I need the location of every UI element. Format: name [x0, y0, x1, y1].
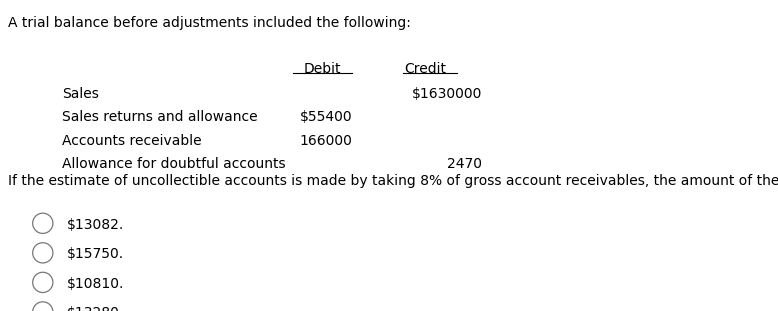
Text: Allowance for doubtful accounts: Allowance for doubtful accounts [62, 157, 286, 171]
Text: $1630000: $1630000 [412, 87, 482, 101]
Text: $13280.: $13280. [67, 306, 124, 311]
Text: Sales: Sales [62, 87, 99, 101]
Text: Credit: Credit [405, 62, 447, 76]
Text: Debit: Debit [304, 62, 342, 76]
Text: $10810.: $10810. [67, 277, 124, 291]
Text: $55400: $55400 [300, 110, 352, 124]
Text: Accounts receivable: Accounts receivable [62, 134, 202, 148]
Text: $15750.: $15750. [67, 247, 124, 261]
Text: Sales returns and allowance: Sales returns and allowance [62, 110, 258, 124]
Text: A trial balance before adjustments included the following:: A trial balance before adjustments inclu… [8, 16, 411, 30]
Text: If the estimate of uncollectible accounts is made by taking 8% of gross account : If the estimate of uncollectible account… [8, 174, 778, 188]
Text: 166000: 166000 [300, 134, 352, 148]
Text: $13082.: $13082. [67, 218, 124, 232]
Text: 2470: 2470 [447, 157, 482, 171]
